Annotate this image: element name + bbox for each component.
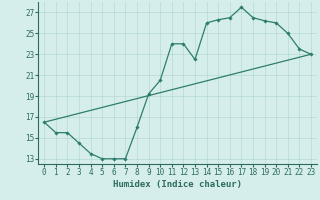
X-axis label: Humidex (Indice chaleur): Humidex (Indice chaleur) [113, 180, 242, 189]
